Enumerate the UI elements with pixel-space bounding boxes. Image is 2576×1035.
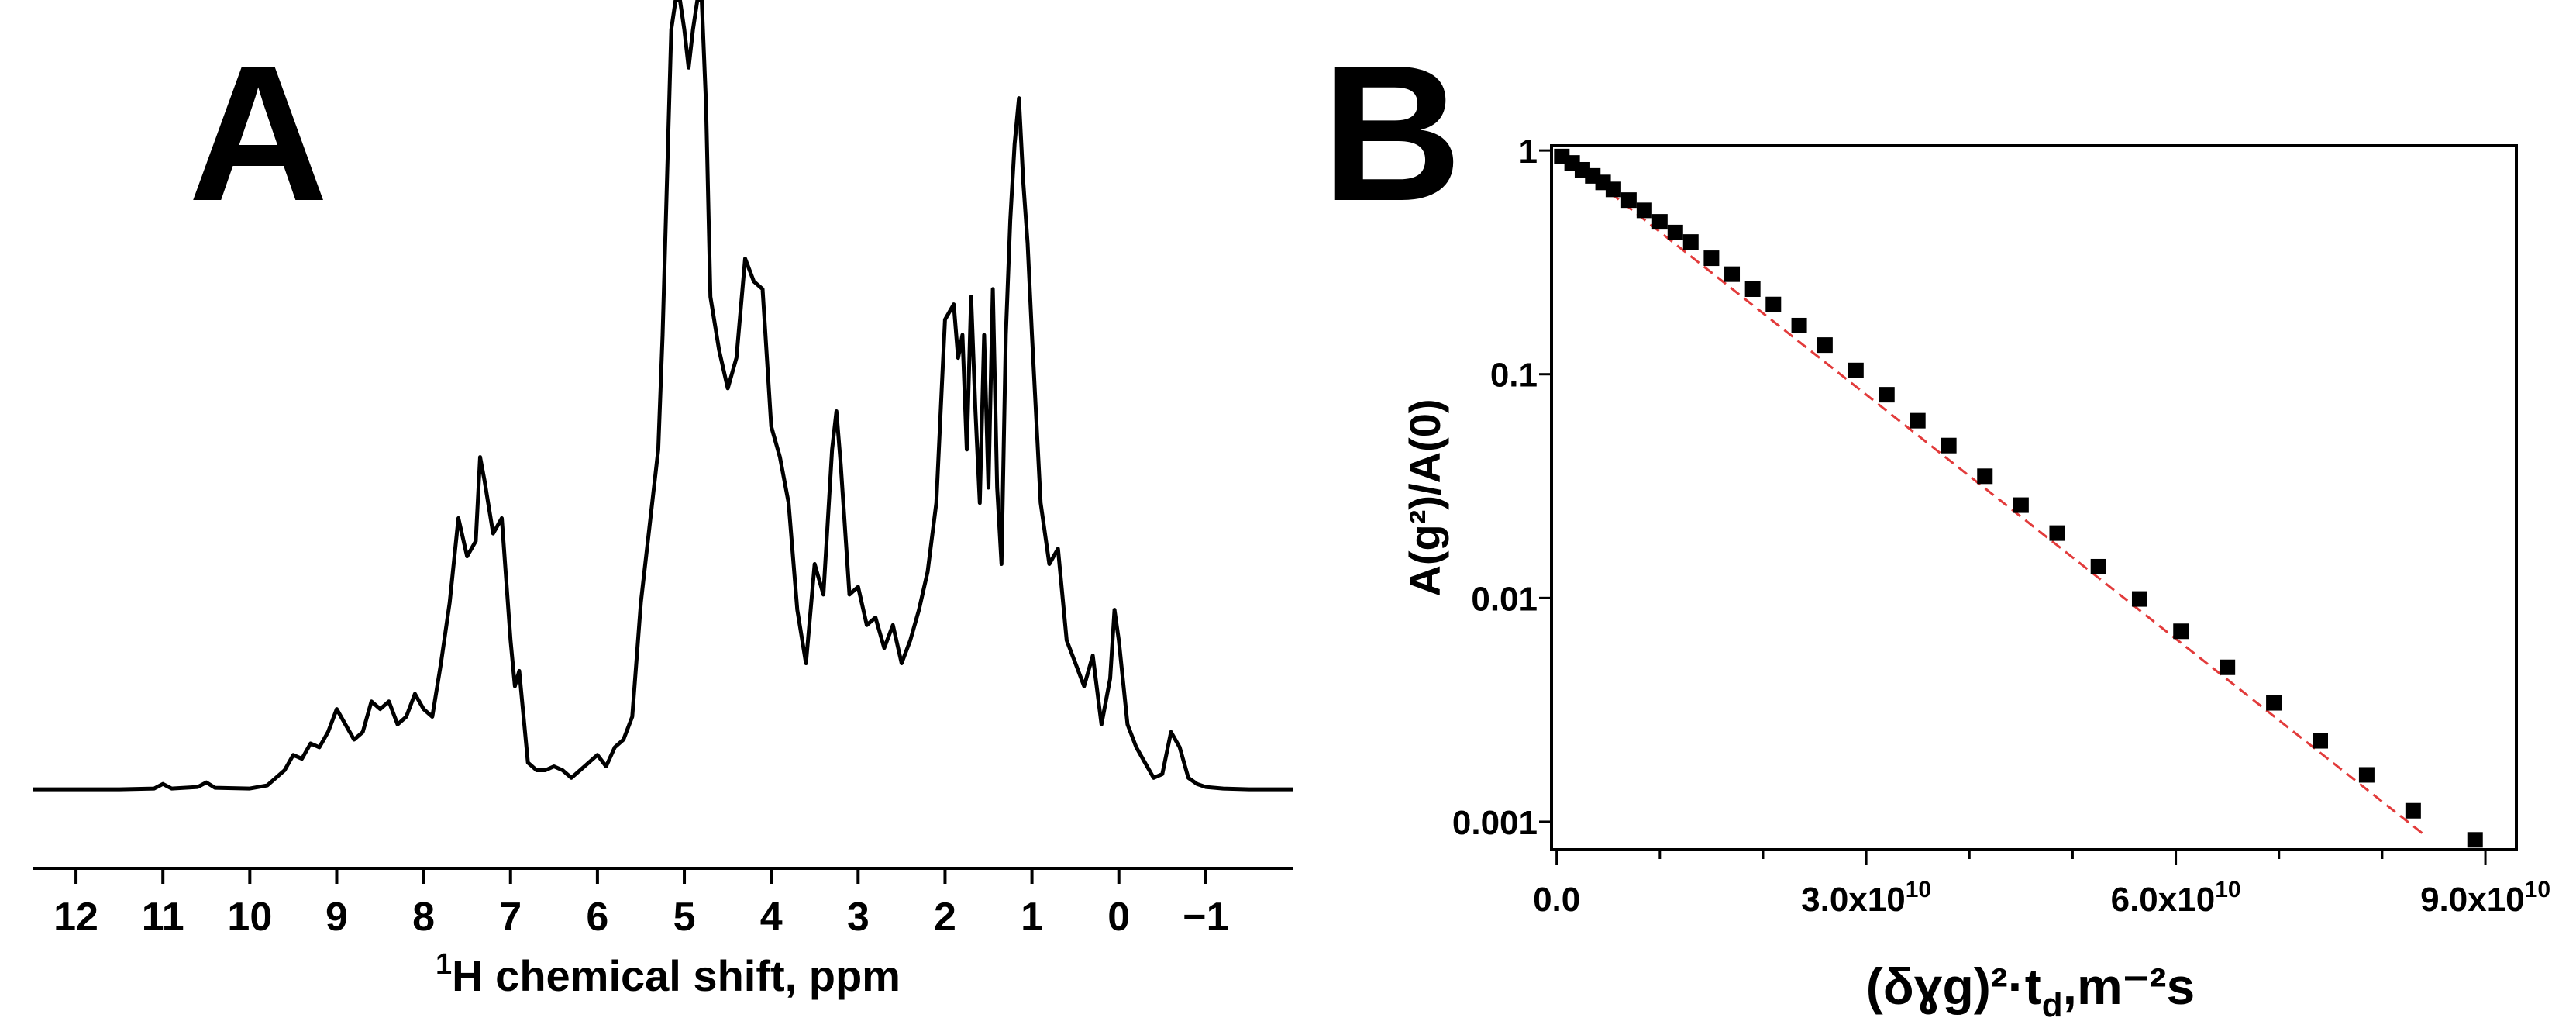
panel-a-letter: A <box>188 25 329 241</box>
diffusion-decay-chart: 0.0 3.0x1010 6.0x1010 9.0x1010 1 0.1 0.01 0.00… <box>1400 133 2550 1024</box>
panel-b-x-tick-label: 6.0x1010 <box>2111 877 2241 919</box>
data-point <box>2131 591 2147 607</box>
panel-b-y-tick-label: 0.001 <box>1452 804 1538 842</box>
panel-a-x-tick-label: 5 <box>673 895 696 940</box>
data-point <box>1817 337 1833 354</box>
data-point <box>1879 387 1895 403</box>
panel-b-xlabel-suffix: ,m⁻²s <box>2063 957 2195 1015</box>
panel-b-plot-frame <box>1550 144 2518 851</box>
data-point <box>1910 412 1926 429</box>
data-point <box>1703 250 1720 267</box>
nmr-spectrum-line <box>33 0 1293 792</box>
panel-a-x-tick-label: 12 <box>53 895 98 940</box>
panel-b-y-tick-label: 0.01 <box>1471 580 1538 618</box>
nmr-spectrum-chart: 12 11 10 9 8 7 6 5 4 3 2 1 0 −1 1H chemical shift, pp… <box>33 0 1293 1000</box>
panel-b-y-ticks: 1 0.1 0.01 0.001 <box>1452 133 1551 842</box>
data-point <box>1667 224 1683 240</box>
panel-a-x-tick-label: 7 <box>499 895 522 940</box>
panel-a-x-tick-label: 4 <box>760 895 783 940</box>
panel-a-x-ticks: 12 11 10 9 8 7 6 5 4 3 2 1 0 −1 <box>53 868 1229 940</box>
panel-a-x-tick-label: 3 <box>847 895 870 940</box>
data-point <box>2013 497 2029 513</box>
data-point <box>1620 192 1637 209</box>
data-point <box>1941 437 1957 454</box>
data-point <box>1651 214 1668 230</box>
panel-a-x-tick-label: 1 <box>1021 895 1043 940</box>
data-point <box>1765 296 1782 312</box>
data-point <box>1848 362 1864 378</box>
data-point <box>2358 767 2375 783</box>
data-point <box>1724 266 1741 282</box>
fit-line <box>1555 149 2425 836</box>
panel-a-xlabel-sup: 1 <box>436 948 452 981</box>
data-point <box>2467 832 2483 848</box>
data-point <box>1791 317 1807 333</box>
panel-b-x-axis-label: (δɣg)²·td,m⁻²s <box>1866 957 2195 1024</box>
panel-a-x-tick-label: −1 <box>1183 895 1228 940</box>
panel-b-x-tick-label: 0.0 <box>1533 881 1580 919</box>
panel-b-y-tick-label: 1 <box>1519 133 1538 171</box>
panel-b-xlabel-sub: d <box>2042 986 2063 1024</box>
data-point <box>2266 695 2282 711</box>
panel-a-x-tick-label: 11 <box>142 895 184 940</box>
panel-b-x-tick-label: 3.0x1010 <box>1801 877 1931 919</box>
panel-b-x-tick-label: 9.0x1010 <box>2420 877 2550 919</box>
panel-a-x-tick-label: 6 <box>586 895 608 940</box>
data-point <box>1636 202 1652 219</box>
data-point <box>1682 234 1699 250</box>
data-point <box>2220 659 2236 675</box>
panel-b-xlabel-main: (δɣg)²·t <box>1866 957 2042 1015</box>
data-point <box>2313 733 2329 749</box>
panel-a-x-axis-label: 1H chemical shift, ppm <box>436 948 901 1000</box>
panel-b-y-axis-label: A(g²)/A(0) <box>1400 398 1449 596</box>
data-point <box>2090 558 2106 574</box>
panel-a-x-tick-label: 8 <box>412 895 435 940</box>
data-point <box>1977 468 1993 485</box>
panel-b-letter: B <box>1322 25 1462 241</box>
panel-a-x-tick-label: 2 <box>934 895 956 940</box>
data-point <box>2405 802 2421 819</box>
panel-a-x-tick-label: 0 <box>1107 895 1130 940</box>
data-points <box>1554 148 2483 848</box>
panel-b-x-ticks: 0.0 3.0x1010 6.0x1010 9.0x1010 <box>1533 850 2550 919</box>
panel-a-xlabel-text: H chemical shift, ppm <box>452 951 901 1000</box>
panel-b-y-tick-label: 0.1 <box>1490 357 1538 395</box>
data-point <box>1605 181 1621 198</box>
data-point <box>2173 623 2189 640</box>
panel-a-x-tick-label: 10 <box>227 895 272 940</box>
data-point <box>1744 281 1761 297</box>
panel-a-x-tick-label: 9 <box>325 895 348 940</box>
data-point <box>2049 525 2065 541</box>
